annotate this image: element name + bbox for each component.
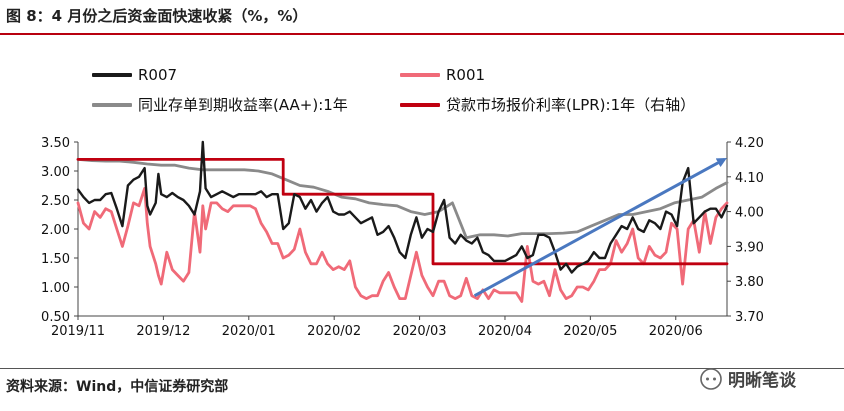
- series-line-r001: [76, 186, 729, 303]
- left-tick-label: 2.00: [41, 223, 70, 238]
- source-note: 资料来源：Wind，中信证券研究部: [6, 379, 229, 395]
- legend-item-r007: R007: [92, 66, 177, 84]
- legend-item-r001: R001: [400, 66, 485, 84]
- left-tick-label: 3.00: [41, 165, 70, 180]
- title-rule: [0, 33, 844, 35]
- legend-label-r007: R007: [138, 66, 178, 84]
- footer-rule: [0, 368, 844, 369]
- left-tick-label: 0.50: [41, 310, 70, 325]
- left-tick-label: 3.50: [41, 136, 70, 151]
- left-tick-label: 1.00: [41, 281, 70, 296]
- watermark: 明晰笔谈: [700, 366, 796, 391]
- legend-swatch-r007: [92, 73, 132, 77]
- x-tick-label: 2020/01: [222, 324, 276, 339]
- right-tick-label: 3.80: [735, 275, 764, 290]
- x-tick-label: 2020/03: [393, 324, 447, 339]
- left-tick-label: 2.50: [41, 194, 70, 209]
- trend-arrow: [473, 157, 727, 298]
- right-tick-label: 3.90: [735, 240, 764, 255]
- x-tick-label: 2020/06: [649, 324, 703, 339]
- legend-swatch-lpr: [400, 102, 440, 107]
- right-tick-label: 4.10: [735, 171, 764, 186]
- legend-item-lpr: 贷款市场报价利率(LPR):1年（右轴）: [400, 94, 695, 115]
- watermark-text: 明晰笔谈: [728, 371, 796, 391]
- x-tick-label: 2019/11: [51, 324, 105, 339]
- legend-label-lpr: 贷款市场报价利率(LPR):1年（右轴）: [446, 96, 696, 114]
- x-tick-label: 2019/12: [136, 324, 190, 339]
- series-line-r007: [76, 140, 729, 274]
- right-tick-label: 4.20: [735, 136, 764, 151]
- right-tick-label: 3.70: [735, 310, 764, 325]
- legend-label-r001: R001: [446, 66, 486, 84]
- x-tick-label: 2020/04: [478, 324, 532, 339]
- x-tick-label: 2020/02: [307, 324, 361, 339]
- legend-swatch-ncd: [92, 102, 132, 107]
- series-line-lpr: [76, 157, 729, 266]
- legend-swatch-r001: [400, 73, 440, 77]
- right-tick-label: 4.00: [735, 206, 764, 221]
- legend-label-ncd: 同业存单到期收益率(AA+):1年: [138, 96, 348, 114]
- chart-title: 图 8：4 月份之后资金面快速收紧（%，%）: [6, 7, 308, 25]
- legend-item-ncd: 同业存单到期收益率(AA+):1年: [92, 94, 348, 115]
- left-tick-label: 1.50: [41, 252, 70, 267]
- wechat-icon: [700, 367, 722, 390]
- x-tick-label: 2020/05: [563, 324, 617, 339]
